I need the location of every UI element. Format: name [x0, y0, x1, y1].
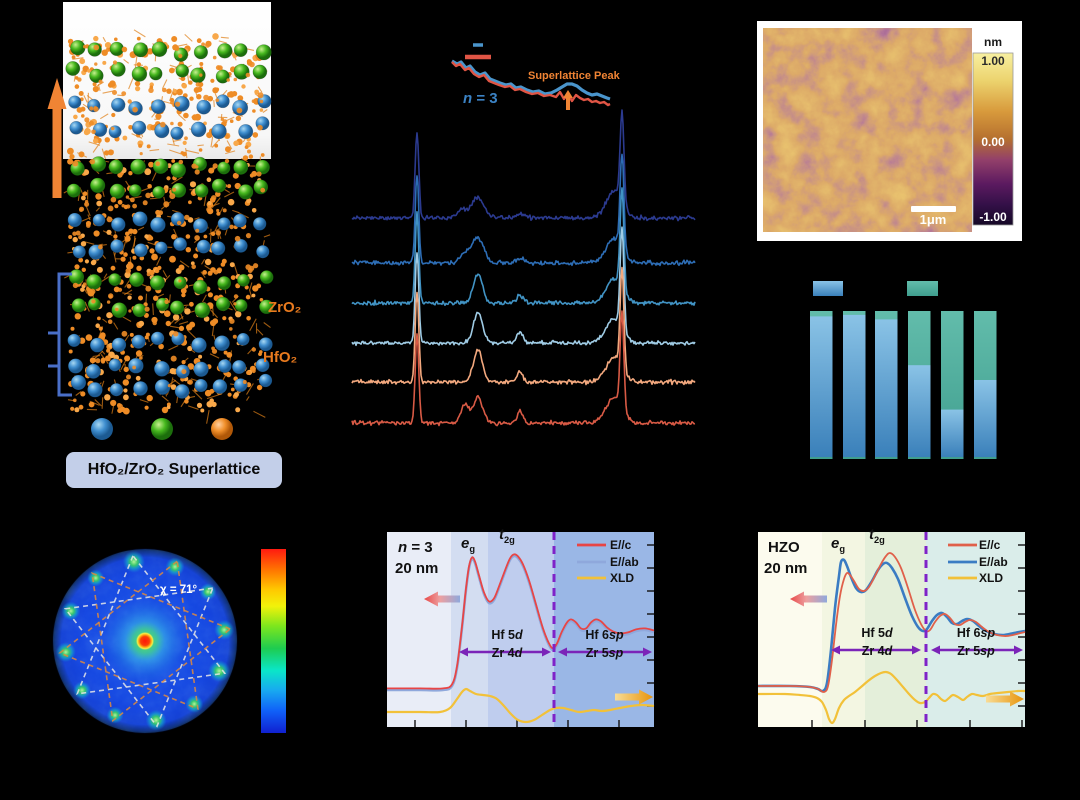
g-sample-label: HZO — [768, 539, 800, 556]
g-legend-xld-label: XLD — [979, 571, 1003, 585]
f-zr5sp-label: Zr 5sp — [585, 646, 624, 660]
afm-unit-label: nm — [984, 35, 1002, 49]
zro2-layer-label: ZrO₂ — [268, 299, 302, 316]
g-hf5d-label: Hf 5d — [861, 626, 893, 640]
xrd-inset — [451, 43, 611, 110]
f-zr4d-label: Zr 4d — [491, 646, 523, 660]
chi-angle-label: χ = 71° — [160, 584, 198, 596]
hfo2-layer-label: HfO₂ — [263, 349, 298, 366]
g-zr4d-label: Zr 4d — [861, 644, 893, 658]
afm-image — [757, 21, 1022, 241]
xas-hzo — [757, 532, 1026, 727]
f-legend-eab-label: E//ab — [610, 555, 639, 569]
f-sample-thickness-label: 20 nm — [395, 560, 439, 577]
g-legend-eab-label: E//ab — [979, 555, 1008, 569]
crystal-structure — [63, 2, 274, 424]
xas-superlattice — [386, 532, 655, 727]
afm-scale-max: 1.00 — [981, 54, 1005, 68]
f-hf6sp-label: Hf 6sp — [585, 628, 624, 642]
f-sample-n-label: n = 3 — [398, 539, 433, 556]
g-t2g-label: t2g — [869, 526, 885, 545]
afm-scalebar-label: 1μm — [919, 212, 947, 227]
g-legend-ec-label: E//c — [979, 538, 1001, 552]
afm-scale-min: -1.00 — [979, 210, 1007, 224]
f-t2g-label: t2g — [499, 526, 515, 545]
g-hf6sp-label: Hf 6sp — [956, 626, 996, 640]
period-bracket — [48, 272, 72, 397]
f-eg-label: eg — [461, 535, 476, 554]
atom-legend — [91, 418, 233, 440]
pole-figure — [52, 548, 286, 734]
xrd-curves — [351, 109, 696, 427]
superlattice-peak-label: Superlattice Peak — [528, 70, 620, 82]
g-eg-label: eg — [831, 535, 846, 554]
f-legend-xld-label: XLD — [610, 571, 634, 585]
inset-n-label: n = 3 — [463, 90, 498, 107]
g-zr5sp-label: Zr 5sp — [957, 644, 995, 658]
g-sample-thickness-label: 20 nm — [764, 560, 808, 577]
superlattice-title: HfO₂/ZrO₂ Superlattice — [66, 452, 282, 488]
phase-fraction-bars — [810, 281, 997, 459]
afm-scale-mid: 0.00 — [981, 135, 1005, 149]
f-hf5d-label: Hf 5d — [491, 628, 523, 642]
f-legend-ec-label: E//c — [610, 538, 632, 552]
growth-arrow — [47, 78, 67, 198]
